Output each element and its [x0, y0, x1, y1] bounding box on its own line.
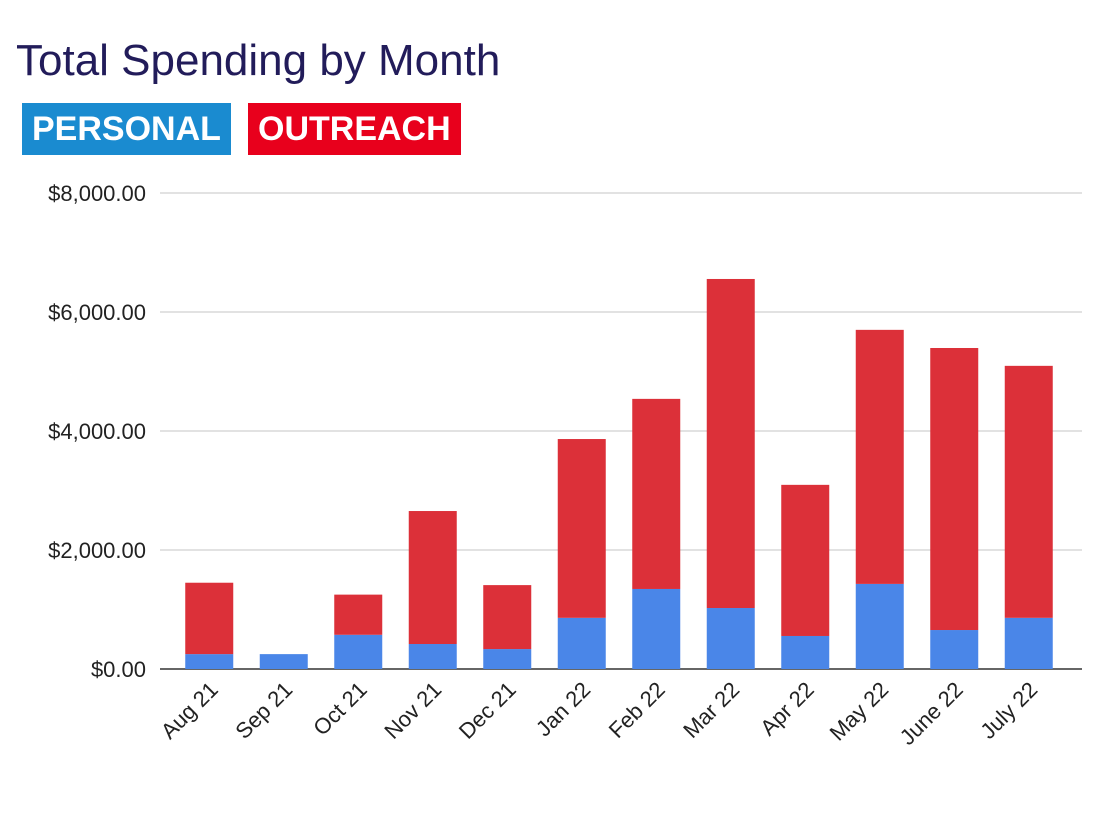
bar-personal: [632, 588, 681, 669]
bar-outreach: [855, 329, 904, 584]
x-tick-label: Dec 21: [454, 677, 521, 744]
bar-outreach: [781, 484, 830, 636]
bar-personal: [334, 634, 383, 669]
x-tick-label: May 22: [825, 677, 894, 746]
bar-outreach: [557, 439, 606, 618]
x-tick-label: Jan 22: [531, 677, 595, 741]
bar-personal: [259, 654, 308, 669]
bar-outreach: [483, 585, 532, 650]
legend-outreach: OUTREACH: [248, 103, 461, 155]
bar-personal: [483, 649, 532, 669]
x-tick-label: Nov 21: [379, 677, 446, 744]
x-tick-label: Feb 22: [604, 677, 670, 743]
bar-outreach: [1004, 365, 1053, 618]
bar-personal: [185, 654, 234, 669]
bar-outreach: [930, 347, 979, 631]
bar-outreach: [185, 582, 234, 655]
bar-outreach: [334, 594, 383, 635]
y-tick-label: $8,000.00: [48, 181, 146, 206]
bar-personal: [557, 617, 606, 669]
x-tick-label: Mar 22: [678, 677, 744, 743]
legend-personal: PERSONAL: [22, 103, 231, 155]
bar-outreach: [632, 398, 681, 589]
x-tick-label: Apr 22: [755, 677, 819, 741]
x-tick-label: Sep 21: [230, 677, 297, 744]
bar-personal: [1004, 617, 1053, 669]
y-tick-label: $2,000.00: [48, 538, 146, 563]
x-tick-label: Oct 21: [308, 677, 372, 741]
bar-personal: [408, 644, 457, 669]
bar-outreach: [408, 511, 457, 645]
y-tick-label: $4,000.00: [48, 419, 146, 444]
bar-outreach: [706, 278, 755, 609]
bar-personal: [706, 608, 755, 669]
y-tick-label: $6,000.00: [48, 300, 146, 325]
bar-personal: [855, 583, 904, 669]
x-tick-label: Aug 21: [156, 677, 223, 744]
x-tick-label: June 22: [895, 677, 968, 750]
bar-personal: [781, 635, 830, 669]
y-tick-label: $0.00: [91, 657, 146, 682]
bar-personal: [930, 630, 979, 669]
chart-title: Total Spending by Month: [16, 36, 501, 85]
x-tick-label: July 22: [975, 677, 1042, 744]
